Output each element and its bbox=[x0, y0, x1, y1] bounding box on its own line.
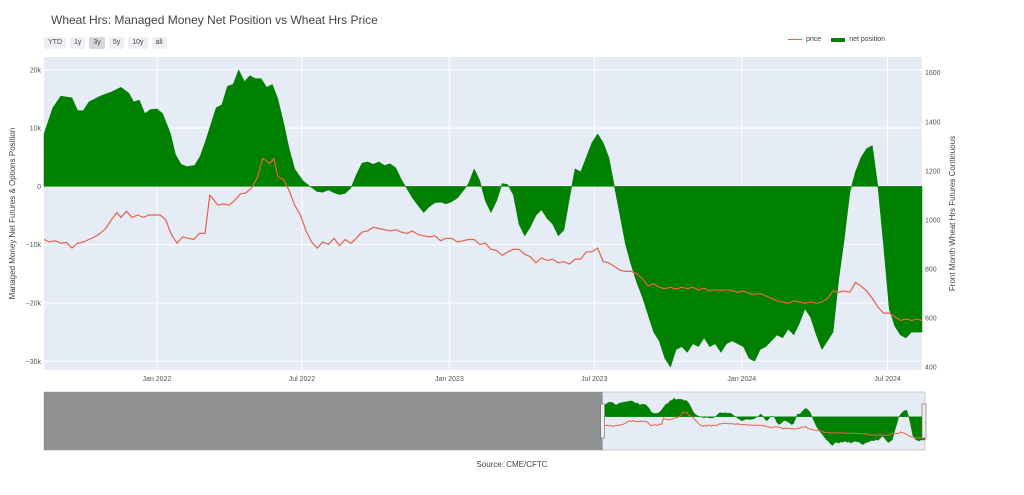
range-selector: YTD 1y 3y 5y 10y all bbox=[44, 37, 167, 49]
legend-label-net-position: net position bbox=[849, 36, 885, 43]
legend: price net position bbox=[788, 36, 885, 43]
x-tick-label: Jan 2022 bbox=[143, 376, 172, 383]
legend-item-net-position[interactable]: net position bbox=[831, 36, 885, 43]
legend-label-price: price bbox=[806, 36, 822, 43]
range-slider-price-line bbox=[602, 411, 926, 439]
range-button-ytd[interactable]: YTD bbox=[44, 37, 66, 49]
legend-item-price[interactable]: price bbox=[788, 36, 821, 43]
y-tick-label: −20k bbox=[26, 300, 42, 307]
y-tick-label: 10k bbox=[30, 126, 42, 133]
x-tick-label: Jan 2024 bbox=[727, 376, 756, 383]
range-button-10y[interactable]: 10y bbox=[128, 37, 148, 49]
y2-tick-label: 1000 bbox=[925, 217, 941, 224]
range-button-1y[interactable]: 1y bbox=[70, 37, 86, 49]
price-line bbox=[43, 157, 923, 322]
y2-tick-label: 1400 bbox=[925, 119, 941, 126]
y2-tick-label: 400 bbox=[925, 365, 937, 372]
y-axis-title: Managed Money Net Futures & Options Posi… bbox=[8, 128, 17, 300]
range-button-5y[interactable]: 5y bbox=[108, 37, 125, 49]
range-button-all[interactable]: all bbox=[151, 37, 167, 49]
source-note: Source: CME/CFTC bbox=[476, 460, 548, 469]
y2-tick-label: 1600 bbox=[925, 70, 941, 77]
y2-tick-label: 600 bbox=[925, 315, 937, 322]
y2-axis-title: Front Month Wheat Hrs Futures Continuous bbox=[948, 136, 957, 291]
range-slider-net-area bbox=[602, 397, 926, 446]
y-tick-label: −30k bbox=[26, 359, 42, 366]
y2-tick-label: 800 bbox=[925, 266, 937, 273]
x-tick-label: Jan 2023 bbox=[435, 376, 464, 383]
x-tick-label: Jul 2024 bbox=[874, 376, 901, 383]
chart-title: Wheat Hrs: Managed Money Net Position vs… bbox=[51, 13, 378, 27]
range-slider-handle-left[interactable] bbox=[600, 403, 605, 439]
x-tick-label: Jul 2023 bbox=[581, 376, 608, 383]
range-slider[interactable] bbox=[43, 391, 927, 451]
y-tick-label: −10k bbox=[26, 242, 42, 249]
y2-tick-label: 1200 bbox=[925, 168, 941, 175]
y-tick-label: 20k bbox=[30, 67, 42, 74]
range-button-3y[interactable]: 3y bbox=[89, 37, 105, 49]
net-position-area bbox=[43, 69, 923, 368]
range-slider-handle-right[interactable] bbox=[921, 403, 927, 439]
legend-swatch-net-position bbox=[831, 37, 846, 42]
legend-swatch-price bbox=[788, 39, 802, 40]
range-slider-mask bbox=[44, 392, 603, 450]
y-tick-label: 0 bbox=[37, 184, 41, 191]
x-tick-label: Jul 2022 bbox=[289, 376, 316, 383]
